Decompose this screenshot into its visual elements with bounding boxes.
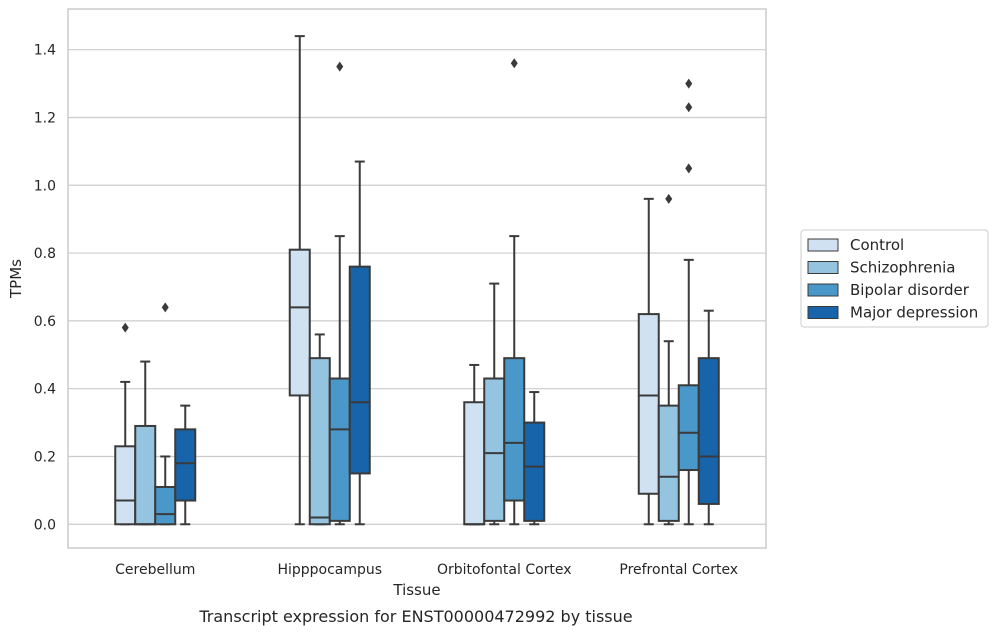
box-body: [657, 404, 680, 522]
box-major-depression: [697, 309, 720, 526]
x-tick-label: Hipppocampus: [277, 562, 382, 578]
x-tick-label: Cerebellum: [115, 562, 195, 578]
x-axis-label: Tissue: [392, 581, 440, 599]
outlier-point: [161, 302, 169, 313]
x-tick-label: Prefrontal Cortex: [619, 562, 738, 578]
box-body: [697, 357, 720, 505]
box-body: [134, 424, 157, 526]
y-tick-label: 1.2: [34, 110, 56, 126]
y-tick-label: 0.8: [34, 246, 56, 262]
y-tick-label: 1.0: [34, 178, 56, 194]
box-major-depression: [348, 160, 371, 526]
box-body: [308, 357, 331, 526]
box-body: [523, 421, 546, 522]
box-schizophrenia: [483, 282, 506, 526]
outlier-point: [685, 78, 693, 89]
boxes: [114, 35, 720, 526]
legend-label: Control: [850, 236, 904, 254]
outlier-point: [336, 61, 344, 72]
box-control: [463, 363, 486, 526]
outlier-point: [510, 58, 518, 69]
legend-swatch: [807, 261, 839, 274]
box-bipolar-disorder: [503, 58, 526, 526]
box-bipolar-disorder: [154, 302, 177, 526]
x-tick-labels: Cerebellum Hipppocampus Orbitofontal Corte…: [115, 562, 738, 578]
chart-caption: Transcript expression for ENST0000047299…: [198, 607, 632, 626]
y-axis-label: TPMs: [7, 259, 25, 299]
outlier-point: [665, 193, 673, 204]
outlier-point: [685, 102, 693, 113]
box-control: [288, 35, 311, 526]
outlier-point: [685, 163, 693, 174]
outlier-point: [121, 322, 129, 333]
box-body: [348, 265, 371, 475]
y-tick-label: 0.6: [34, 314, 56, 330]
box-body: [114, 445, 137, 526]
box-body: [483, 377, 506, 522]
legend-label: Bipolar disorder: [850, 281, 970, 299]
box-body: [154, 485, 177, 526]
box-schizophrenia: [308, 333, 331, 526]
y-tick-label: 0.4: [34, 382, 56, 398]
plot-frame: [67, 8, 767, 549]
legend-swatch: [807, 238, 839, 252]
x-tick-label: Orbitofontal Cortex: [437, 562, 572, 578]
box-body: [463, 401, 486, 526]
box-body: [174, 428, 197, 502]
box-control: [114, 322, 137, 526]
box-body: [503, 357, 526, 502]
box-bipolar-disorder: [328, 61, 351, 526]
box-body: [288, 248, 311, 397]
box-bipolar-disorder: [677, 78, 700, 526]
box-body: [637, 313, 660, 495]
legend-swatch: [807, 283, 839, 297]
y-tick-label: 0.2: [34, 449, 56, 465]
legend-label: Schizophrenia: [850, 259, 955, 277]
box-major-depression: [174, 404, 197, 526]
y-tick-labels: 0.0 0.2 0.4 0.6 0.8 1.0 1.2 1.4: [34, 43, 56, 534]
y-tick-label: 1.4: [34, 43, 56, 59]
box-schizophrenia: [657, 193, 680, 526]
box-major-depression: [523, 391, 546, 526]
legend-frame: [800, 229, 989, 328]
legend-label: Major depression: [850, 304, 978, 322]
legend: Control Schizophrenia Bipolar disorder Majo…: [800, 229, 989, 328]
y-tick-label: 0.0: [34, 517, 56, 533]
box-body: [328, 377, 351, 522]
box-control: [637, 197, 660, 526]
box-schizophrenia: [134, 360, 157, 526]
legend-swatch: [807, 306, 839, 319]
box-body: [677, 384, 700, 472]
